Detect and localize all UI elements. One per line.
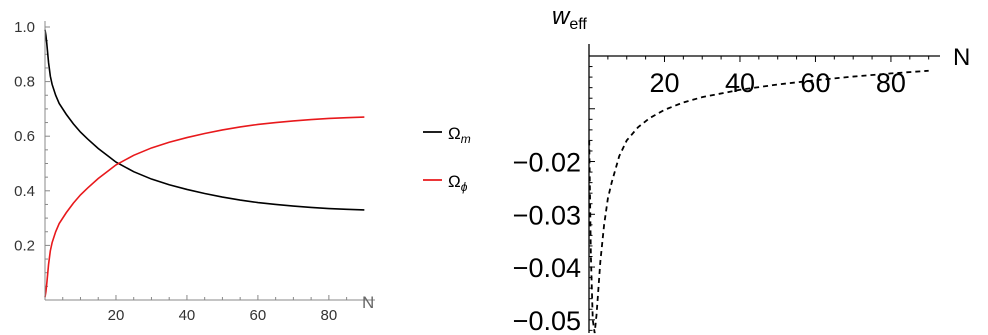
series-line-omega-m [44,29,365,211]
right-x-axis-label: N [953,44,970,71]
right-y-tick-label: −0.05 [513,306,581,335]
right-y-tick-label: −0.04 [513,253,581,283]
left-x-axis-label: N [362,293,374,312]
legend-label-omega-phi: Ωϕ [448,172,468,194]
left-y-tick-label: 0.2 [14,237,35,254]
right-tick-labels: 20 40 60 80−0.02−0.03−0.04−0.05 [513,68,906,335]
left-x-tick-label: 60 [250,307,267,324]
left-x-tick-label: 40 [179,307,196,324]
left-tick-labels: 20 40 60 80 0.2 0.4 0.6 0.8 1.0 [14,19,337,324]
right-series-lines [588,69,929,334]
legend-label-omega-m: Ωm [448,124,471,146]
right-chart-title: weff [552,3,587,33]
effective-eos-chart: weff 20 40 60 80−0.02−0.03−0.04−0.05 N [513,3,971,335]
left-y-tick-label: 0.8 [14,74,35,91]
right-y-tick-label: −0.03 [513,200,581,230]
left-ticks [45,26,365,300]
left-x-tick-label: 80 [321,307,338,324]
right-y-tick-label: −0.02 [513,148,581,178]
left-y-tick-label: 0.4 [14,183,35,200]
density-parameter-chart: 20 40 60 80 0.2 0.4 0.6 0.8 1.0 N Ωm Ωϕ [14,19,471,324]
left-x-tick-label: 20 [108,307,125,324]
left-series-lines [44,29,365,298]
right-x-tick-label: 20 [649,68,679,98]
left-y-tick-label: 0.6 [14,128,35,145]
left-y-tick-label: 1.0 [14,19,35,36]
right-x-tick-label: 60 [800,68,830,98]
series-line-w-eff [588,69,929,334]
right-x-tick-label: 40 [725,68,755,98]
series-line-omega-phi [44,116,365,298]
legend: Ωm Ωϕ [423,124,471,194]
